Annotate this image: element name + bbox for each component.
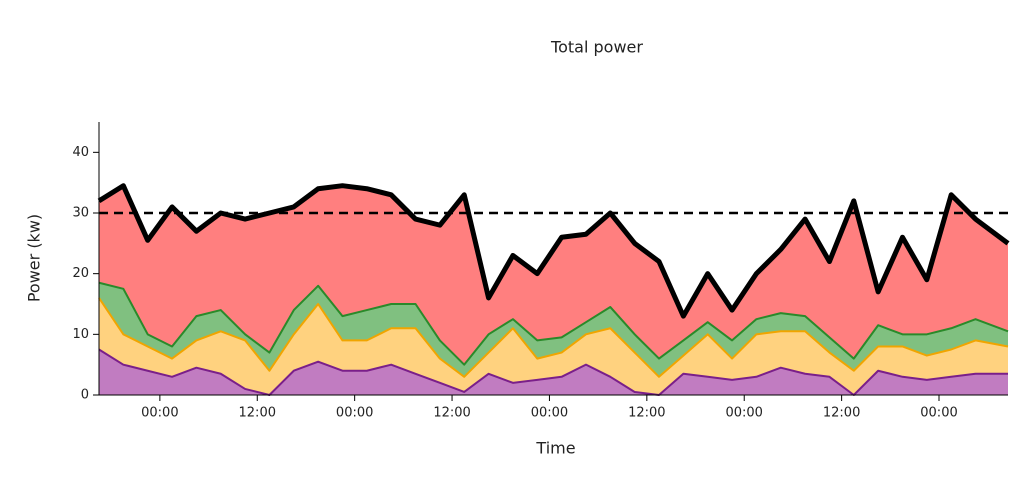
x-tick-label: 00:00 bbox=[336, 406, 373, 421]
x-tick-label: 00:00 bbox=[141, 406, 178, 421]
x-tick-label: 00:00 bbox=[920, 406, 957, 421]
area-line bbox=[98, 281, 1009, 366]
x-tick-label: 00:00 bbox=[725, 406, 762, 421]
x-tick-label: 12:00 bbox=[433, 406, 470, 421]
chart-title: Total power bbox=[550, 38, 643, 57]
y-tick-label: 20 bbox=[72, 266, 89, 281]
y-tick-label: 0 bbox=[81, 388, 89, 403]
area bbox=[99, 349, 1008, 395]
x-axis-label: Time bbox=[535, 439, 575, 458]
y-tick-label: 30 bbox=[72, 206, 89, 221]
y-axis-label: Power (kw) bbox=[25, 214, 44, 302]
x-tick-label: 12:00 bbox=[823, 406, 860, 421]
total-line bbox=[97, 183, 1010, 319]
area bbox=[99, 297, 1008, 395]
y-tick-label: 40 bbox=[72, 145, 89, 160]
area-line bbox=[98, 297, 1009, 378]
x-tick-label: 12:00 bbox=[239, 406, 276, 421]
area bbox=[99, 282, 1008, 377]
area-line bbox=[98, 348, 1008, 396]
y-tick-label: 10 bbox=[72, 327, 89, 342]
x-tick-label: 12:00 bbox=[628, 406, 665, 421]
area bbox=[99, 185, 1008, 365]
x-tick-label: 00:00 bbox=[531, 406, 568, 421]
